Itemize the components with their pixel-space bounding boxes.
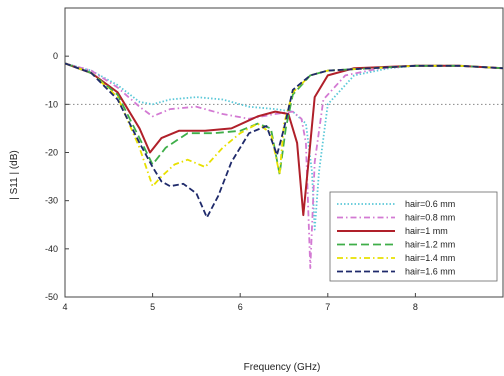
tick-group: 4 5 6 7 8 0 -10 -20 -30 -40 -50 — [45, 51, 418, 312]
series-line — [64, 62, 504, 270]
legend-label: hair=0.8 mm — [405, 213, 455, 223]
legend-label: hair=1.6 mm — [405, 267, 455, 277]
legend-label: hair=1.4 mm — [405, 253, 455, 263]
x-tick-label: 8 — [413, 302, 418, 312]
legend-label: hair=1 mm — [405, 226, 448, 236]
y-tick-label: -40 — [45, 244, 58, 254]
y-tick-label: -30 — [45, 196, 58, 206]
y-tick-label: 0 — [53, 51, 58, 61]
x-axis-title: Frequency (GHz) — [244, 362, 321, 373]
y-tick-label: -20 — [45, 148, 58, 158]
y-tick-label: -50 — [45, 292, 58, 302]
series-line — [64, 62, 504, 217]
x-tick-label: 4 — [62, 302, 67, 312]
legend: hair=0.6 mm hair=0.8 mm hair=1 mm hair=1.2 … — [329, 191, 498, 282]
legend-label: hair=0.6 mm — [405, 199, 455, 209]
legend-box — [329, 191, 498, 282]
series-line — [64, 62, 504, 231]
series-line — [64, 62, 504, 219]
series-group — [64, 62, 504, 270]
x-tick-label: 7 — [325, 302, 330, 312]
x-tick-label: 6 — [238, 302, 243, 312]
legend-label: hair=1.2 mm — [405, 240, 455, 250]
x-tick-label: 5 — [150, 302, 155, 312]
y-tick-label: -10 — [45, 99, 58, 109]
y-axis-title: | S11 | (dB) — [9, 150, 20, 199]
series-line — [64, 62, 504, 188]
